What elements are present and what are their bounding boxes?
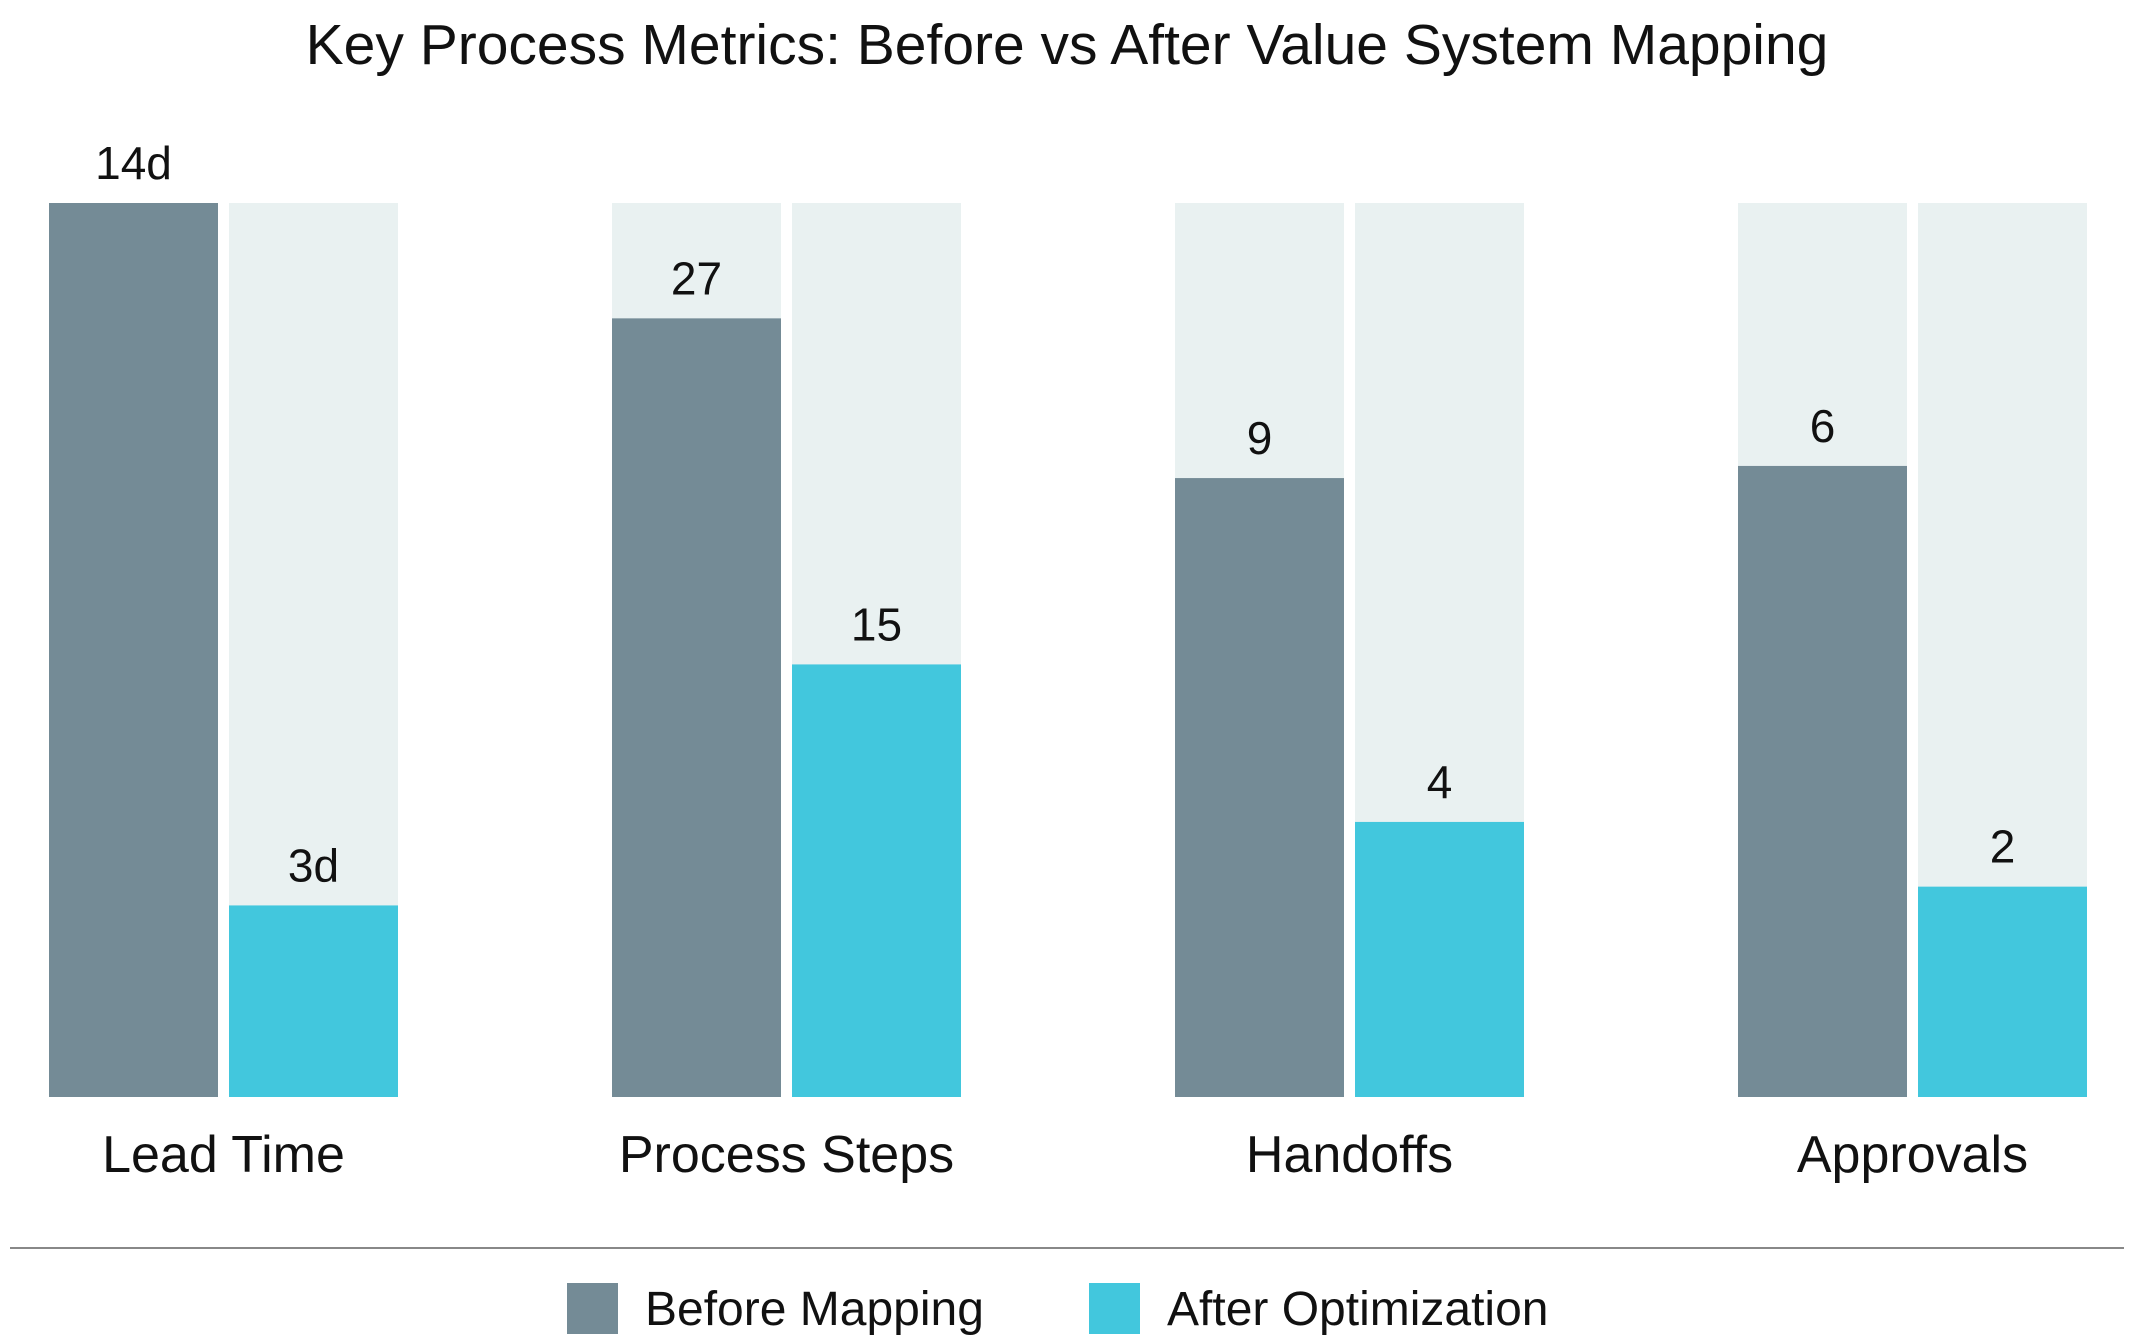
legend-swatch-before-mapping: [567, 1283, 618, 1334]
data-label-lead-time-before-mapping: 14d: [95, 137, 172, 189]
data-label-approvals-after-optimization: 2: [1990, 821, 2016, 873]
legend-label-after-optimization: After Optimization: [1167, 1283, 1548, 1336]
bar-lead-time-before-mapping: [49, 203, 218, 1097]
category-label-lead-time: Lead Time: [102, 1126, 345, 1184]
legend-swatch-after-optimization: [1089, 1283, 1140, 1334]
data-label-handoffs-before-mapping: 9: [1247, 412, 1273, 464]
bar-handoffs-before-mapping: [1175, 478, 1344, 1098]
category-label-process-steps: Process Steps: [619, 1126, 954, 1184]
legend-label-before-mapping: Before Mapping: [645, 1283, 984, 1336]
legend: Before Mapping After Optimization: [567, 1283, 1548, 1336]
category-label-approvals: Approvals: [1797, 1126, 2028, 1184]
data-label-process-steps-after-optimization: 15: [851, 598, 902, 650]
data-label-lead-time-after-optimization: 3d: [288, 839, 339, 891]
bar-process-steps-after-optimization: [792, 664, 961, 1097]
bar-handoffs-after-optimization: [1355, 821, 1524, 1097]
chart-title: Key Process Metrics: Before vs After Val…: [305, 13, 1829, 77]
plot-area: 14d 3d Lead Time 27 15 Process Steps 9 4 Handoff…: [49, 137, 2087, 1184]
data-label-handoffs-after-optimization: 4: [1427, 756, 1453, 808]
category-label-handoffs: Handoffs: [1246, 1126, 1453, 1184]
data-label-process-steps-before-mapping: 27: [671, 252, 722, 304]
bar-process-steps-before-mapping: [612, 318, 781, 1097]
data-label-approvals-before-mapping: 6: [1810, 400, 1836, 452]
bar-approvals-after-optimization: [1918, 886, 2087, 1097]
bar-lead-time-after-optimization: [229, 905, 398, 1097]
bar-approvals-before-mapping: [1738, 465, 1907, 1097]
